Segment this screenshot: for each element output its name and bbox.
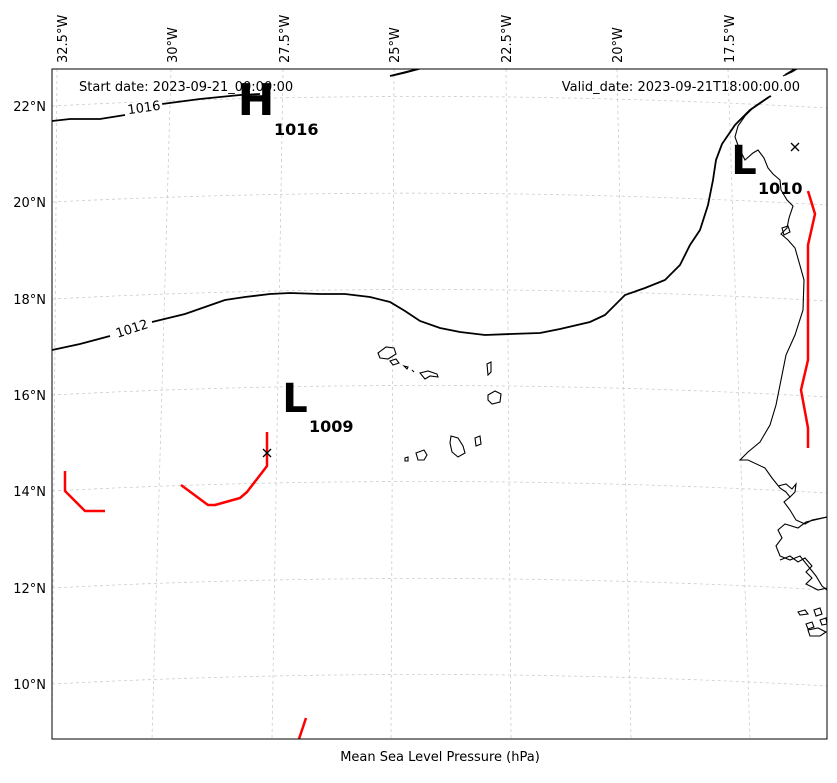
parallel-16N: [52, 385, 827, 398]
gambia-coast: [777, 482, 797, 498]
lon-tick-label: 22.5°W: [500, 15, 515, 63]
lon-tick-label: 27.5°W: [278, 15, 293, 63]
island-maio: [474, 435, 482, 447]
meridian-22.5W: [505, 69, 512, 739]
low-center-marker-1009: [262, 448, 272, 458]
meridian-25W: [390, 69, 395, 739]
island-brava: [404, 456, 409, 462]
island-boa-vista: [487, 390, 502, 405]
bijagos-islands: [797, 607, 827, 637]
island-sal: [486, 361, 492, 377]
valid-date: Valid_date: 2023-09-21T18:00:00.00: [562, 80, 800, 95]
high-pressure-value: 1016: [274, 120, 319, 139]
front-south: [297, 717, 308, 739]
meridian-30W: [151, 69, 172, 739]
parallel-14N: [52, 481, 827, 494]
lon-tick-label: 32.5°W: [56, 15, 71, 63]
meridian-17.5W: [727, 69, 751, 739]
meridian-27.5W: [271, 69, 284, 739]
parallel-18N: [52, 289, 827, 302]
lat-tick-label: 20°N: [13, 196, 46, 211]
parallel-10N: [52, 674, 827, 687]
start-date: Start date: 2023-09-21_00:00:00: [79, 80, 293, 95]
island-sao-nicolau: [419, 370, 439, 380]
low-pressure-letter-1009: L: [282, 376, 308, 422]
island-sao-vicente: [389, 358, 400, 366]
island-santo-antao: [377, 346, 397, 360]
map-frame: [51, 68, 828, 740]
isobar-1016: [52, 93, 261, 122]
graticule: [52, 69, 827, 739]
islet-raso: [411, 369, 415, 373]
isobar-1012: [52, 95, 772, 351]
low-pressure-letter-1010: L: [731, 138, 757, 184]
isobar-label-1012: 1012: [114, 317, 150, 341]
isobar-label-1016-group: 1016: [124, 98, 164, 119]
lat-tick-label: 14°N: [13, 485, 46, 500]
isobar-1012-northeast: [784, 69, 796, 76]
africa-coastline: [734, 95, 827, 525]
high-pressure-letter: H: [238, 75, 275, 126]
coast-islet: [781, 225, 791, 236]
lat-tick-label: 16°N: [13, 389, 46, 404]
isobar-label-1016: 1016: [127, 99, 162, 118]
latitude-axis: 22°N 20°N 18°N 16°N 14°N 12°N 10°N: [13, 100, 46, 693]
lon-tick-label: 17.5°W: [723, 15, 738, 63]
low-pressure-value-1010: 1010: [758, 179, 803, 198]
lon-tick-label: 20°W: [611, 27, 626, 63]
isobar-1016-east: [389, 69, 419, 77]
lon-tick-label: 25°W: [388, 27, 403, 63]
cape-verde-islands: [377, 346, 502, 462]
senegal-coast-detail: [779, 555, 827, 591]
parallel-12N: [52, 578, 827, 591]
longitude-axis: 32.5°W 30°W 27.5°W 25°W 22.5°W 20°W 17.5…: [56, 15, 738, 63]
lat-tick-label: 10°N: [13, 678, 46, 693]
meridian-20W: [616, 69, 632, 739]
map-caption: Mean Sea Level Pressure (hPa): [340, 750, 540, 765]
lat-tick-label: 18°N: [13, 293, 46, 308]
island-santiago: [449, 435, 466, 458]
parallel-20N: [52, 192, 827, 206]
front-west-b: [180, 432, 269, 507]
lon-tick-label: 30°W: [166, 27, 181, 63]
island-fogo: [415, 449, 428, 461]
parallel-22N: [52, 96, 827, 109]
island-santa-luzia: [402, 364, 409, 370]
front-west-a: [63, 471, 105, 513]
low-center-marker-1010: [790, 142, 800, 152]
meridian-32.5W: [52, 69, 58, 739]
low-pressure-value-1009: 1009: [309, 417, 354, 436]
lat-tick-label: 22°N: [13, 100, 46, 115]
isobar-label-1012-group: 1012: [112, 316, 153, 343]
front-east: [799, 190, 817, 448]
africa-coastline-south: [775, 516, 827, 591]
lat-tick-label: 12°N: [13, 582, 46, 597]
